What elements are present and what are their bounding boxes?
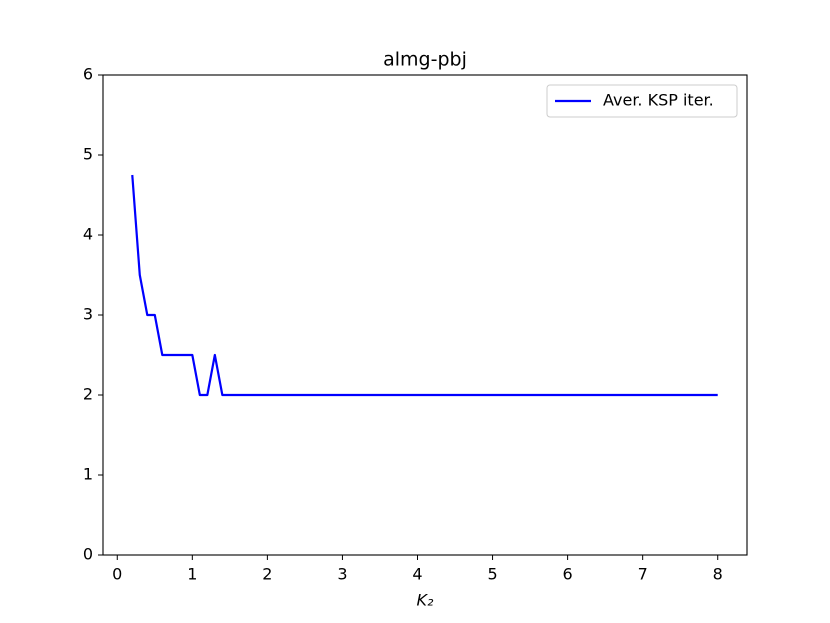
x-tick-label: 2 (262, 565, 272, 584)
chart-title: almg-pbj (383, 49, 467, 71)
x-tick-label: 4 (412, 565, 422, 584)
legend-box (546, 84, 738, 118)
y-tick-label: 2 (83, 385, 93, 404)
x-tick-label: 1 (187, 565, 197, 584)
x-tick-label: 6 (563, 565, 573, 584)
y-tick-label: 4 (83, 225, 93, 244)
y-tick-label: 5 (83, 145, 93, 164)
data-line (131, 174, 718, 397)
x-tick-label: 3 (337, 565, 347, 584)
x-tick-label: 8 (713, 565, 723, 584)
y-tick-label: 1 (83, 465, 93, 484)
x-tick-label: 5 (487, 565, 497, 584)
y-tick-label: 3 (83, 305, 93, 324)
legend-label: Aver. KSP iter. (603, 91, 714, 110)
x-axis-label: K₂ (417, 591, 434, 610)
y-tick-label: 6 (83, 65, 93, 84)
plot-frame (102, 74, 748, 556)
x-tick-label: 0 (112, 565, 122, 584)
x-tick-label: 7 (638, 565, 648, 584)
y-tick-label: 0 (83, 545, 93, 564)
